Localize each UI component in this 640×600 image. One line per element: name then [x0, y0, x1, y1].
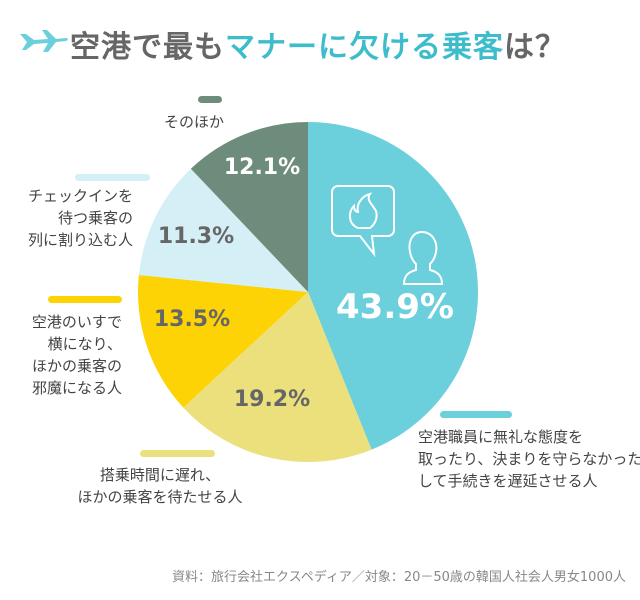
label-line: 邪魔になる人 [31, 379, 122, 397]
label-line: 横になり、 [47, 335, 122, 353]
source-note: 資料：旅行会社エクスペディア／対象：20－50歳の韓国人社会人男女1000人 [172, 570, 626, 585]
slice-category-label: そのほか [160, 111, 224, 133]
legend-color-bar [440, 411, 512, 418]
pie-slice [308, 122, 479, 450]
slice-category-label: 搭乗時間に遅れ、ほかの乗客を待たせる人 [65, 464, 255, 508]
slice-percent-label: 12.1% [224, 155, 300, 180]
label-line: ほかの乗客の [31, 357, 122, 375]
pie-slice [183, 292, 372, 462]
slice-percent-label: 43.9% [336, 287, 454, 327]
airplane-icon [18, 28, 70, 58]
label-line: チェックインを [27, 187, 133, 205]
legend-color-bar [198, 96, 222, 103]
angry-speech-person-icon [331, 185, 444, 285]
title-part1: 空港で最も [70, 30, 225, 65]
pie-slice [190, 122, 308, 292]
page-title: 空港で最もマナーに欠ける乗客は？ [70, 22, 566, 66]
label-line: して手続きを遅延させる人 [418, 472, 598, 490]
label-line: 取ったり、決まりを守らなかったり [418, 450, 640, 468]
label-line: そのほか [163, 113, 224, 131]
slice-percent-label: 19.2% [234, 387, 310, 412]
label-line: 待つ乗客の [57, 209, 133, 227]
slice-category-label: チェックインを待つ乗客の列に割り込む人 [20, 185, 133, 251]
label-line: 空港のいすで [31, 313, 122, 331]
legend-color-bar [75, 174, 150, 181]
slice-percent-label: 11.3% [158, 224, 234, 249]
label-line: 列に割り込む人 [27, 231, 133, 249]
slice-category-label: 空港のいすで横になり、ほかの乗客の 邪魔になる人 [20, 311, 122, 399]
label-line: ほかの乗客を待たせる人 [77, 488, 243, 506]
legend-color-bar [140, 450, 215, 457]
slice-category-label: 空港職員に無礼な態度を取ったり、決まりを守らなかったり して手続きを遅延させる人 [418, 426, 640, 492]
label-line: 空港職員に無礼な態度を [418, 428, 584, 446]
pie-slice [138, 168, 308, 292]
label-line: 搭乗時間に遅れ、 [99, 466, 221, 484]
title-part3: は？ [504, 30, 566, 65]
title-highlight: マナーに欠ける乗客 [225, 30, 504, 65]
pie-slice [137, 274, 308, 408]
slice-percent-label: 13.5% [154, 307, 230, 332]
legend-color-bar [48, 296, 122, 303]
